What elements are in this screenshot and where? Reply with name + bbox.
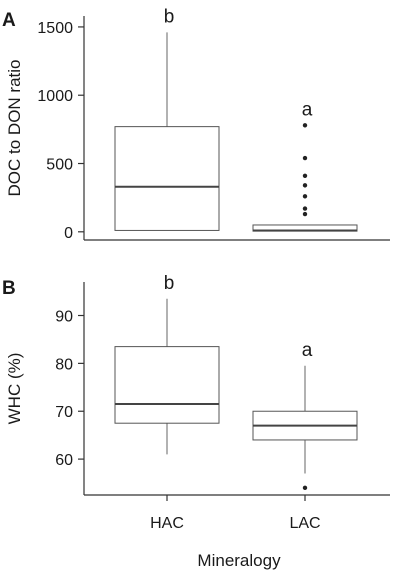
y-tick-label: 80 bbox=[55, 356, 73, 373]
iqr-box bbox=[114, 346, 220, 424]
outlier-point bbox=[302, 173, 308, 179]
x-axis-label: Mineralogy bbox=[197, 551, 281, 570]
iqr-box bbox=[114, 126, 220, 231]
panel-label: B bbox=[2, 278, 16, 299]
y-tick-label: 90 bbox=[55, 309, 73, 326]
significance-letter: b bbox=[164, 273, 175, 294]
panel-A: A 0 500 1000 1500 DOC to DON ratio b a bbox=[2, 6, 390, 242]
outlier-point bbox=[302, 123, 308, 128]
panel-label: A bbox=[2, 10, 16, 31]
significance-letter: a bbox=[302, 340, 313, 361]
box-LAC: a bbox=[252, 99, 358, 232]
y-tick-label: 1500 bbox=[37, 20, 73, 37]
x-tick-label: HAC bbox=[150, 515, 184, 532]
y-tick-label: 70 bbox=[55, 404, 73, 421]
box-LAC: a bbox=[252, 340, 358, 491]
y-axis-label: WHC (%) bbox=[5, 353, 24, 425]
x-tick-label: LAC bbox=[289, 515, 320, 532]
y-tick-label: 60 bbox=[55, 452, 73, 469]
significance-letter: b bbox=[164, 6, 175, 27]
y-axis-label: DOC to DON ratio bbox=[5, 60, 24, 197]
outlier-point bbox=[302, 211, 308, 217]
outlier-point bbox=[302, 206, 308, 211]
outlier-point bbox=[302, 194, 308, 199]
y-tick-label: 500 bbox=[46, 157, 73, 174]
box-HAC: b bbox=[114, 273, 220, 455]
y-tick-label: 1000 bbox=[37, 88, 73, 105]
significance-letter: a bbox=[302, 99, 313, 120]
y-tick-label: 0 bbox=[64, 225, 73, 242]
outlier-point bbox=[302, 485, 308, 491]
outlier-point bbox=[302, 155, 308, 161]
box-HAC: b bbox=[114, 6, 220, 231]
outlier-point bbox=[302, 183, 308, 188]
panel-B: B 60 70 80 90 HAC LAC Mineralogy WHC (%) b a bbox=[2, 273, 390, 570]
